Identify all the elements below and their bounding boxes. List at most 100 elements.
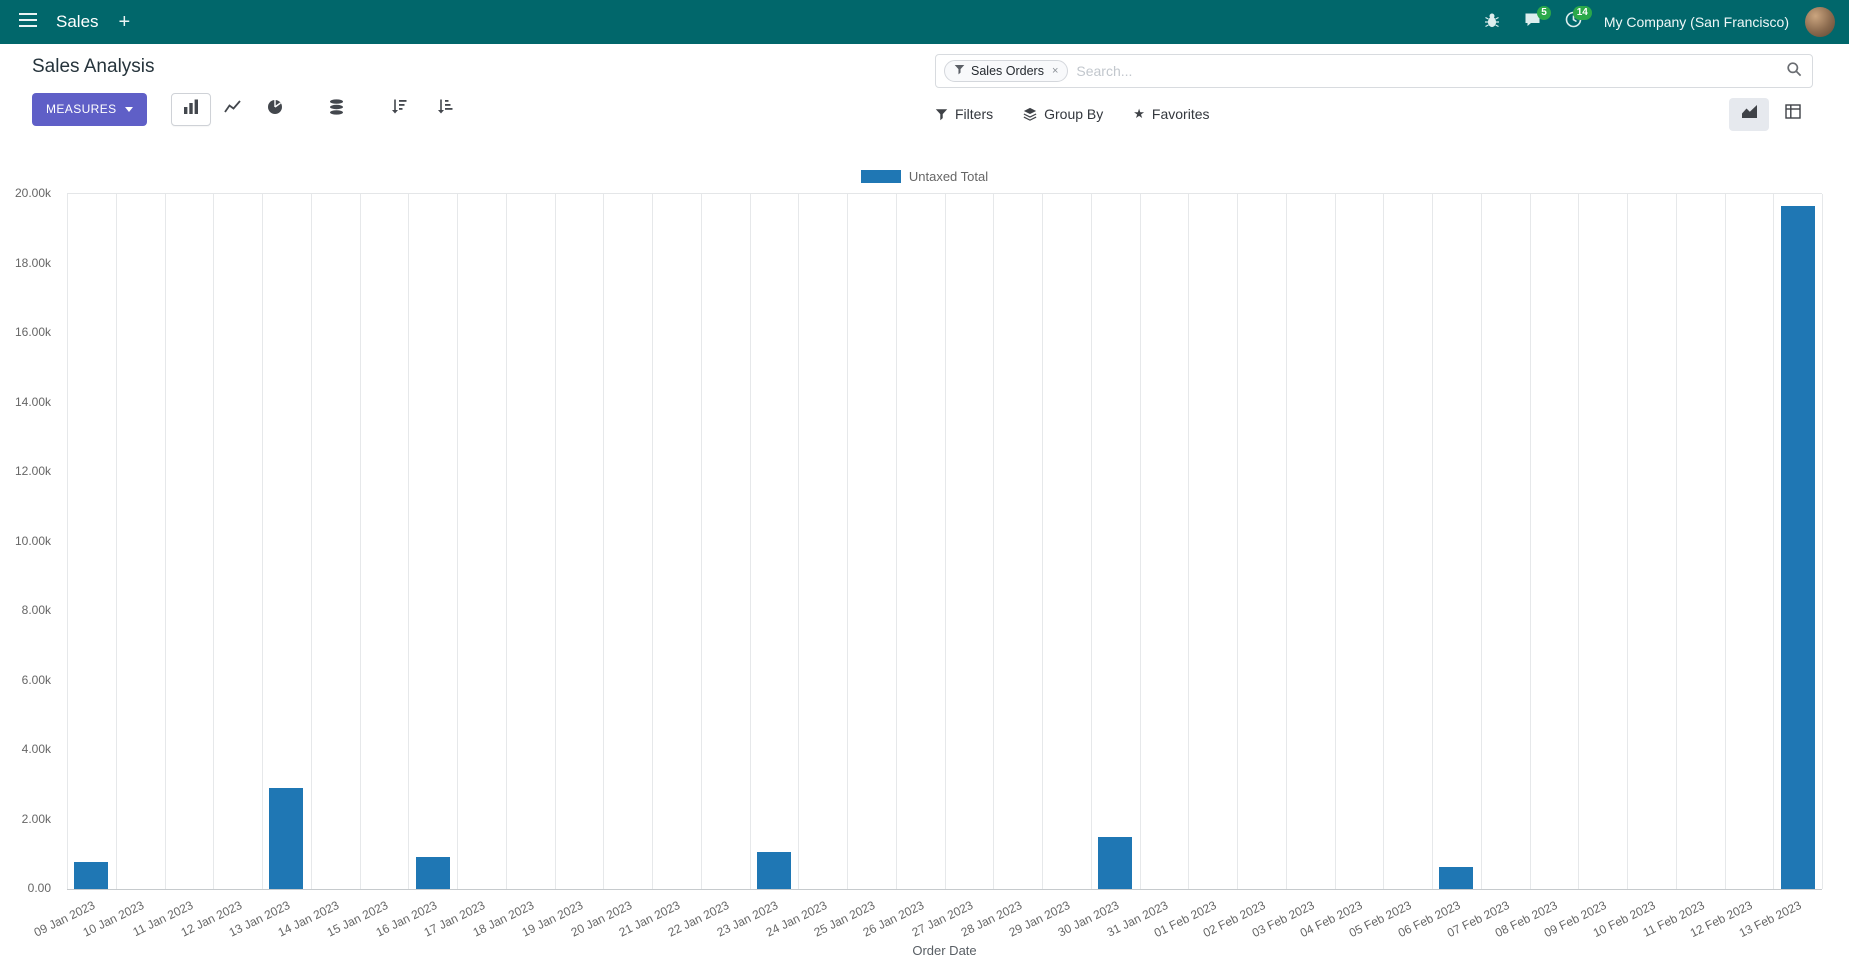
sort-desc-icon [391,99,407,119]
gridline [798,194,800,889]
top-navbar: Sales + 5 14 My Company (San Francisco) [0,0,1849,44]
sort-ascending-button[interactable] [425,93,465,126]
measures-button[interactable]: MEASURES [32,92,147,126]
facet-remove-button[interactable]: × [1051,65,1059,77]
gridline [359,194,361,889]
y-axis-tick: 10.00k [14,533,51,548]
gridline [310,194,312,889]
hamburger-icon [19,12,37,32]
company-switcher[interactable]: My Company (San Francisco) [1603,14,1789,30]
gridline [1432,194,1433,889]
gridline [164,194,166,889]
gridline [1334,194,1336,889]
search-bar[interactable]: Sales Orders × [935,54,1813,88]
gridline [603,194,605,889]
pivot-table-icon [1785,104,1801,124]
bug-icon [1484,12,1500,33]
messages-button[interactable]: 5 [1512,0,1553,44]
y-axis-tick: 2.00k [21,811,51,826]
area-chart-icon [1741,104,1758,124]
filters-menu-button[interactable]: Filters [935,106,993,122]
apps-menu-button[interactable] [8,0,48,44]
bar-30 Jan 2023[interactable] [1098,836,1133,889]
bar-23 Jan 2023[interactable] [756,851,791,889]
gridline [457,194,458,889]
graph-view-button[interactable] [1729,97,1769,131]
gridline [262,194,263,889]
legend-swatch [860,170,901,183]
chart-legend[interactable]: Untaxed Total [0,169,1849,184]
y-axis-tick: 4.00k [21,742,51,756]
y-axis-tick: 0.00 [27,881,51,895]
gridline [652,194,653,889]
y-axis-tick: 18.00k [14,255,51,270]
x-axis-title: Order Date [912,943,977,958]
gridline [1773,194,1775,889]
gridline [1529,194,1531,889]
bar-09 Jan 2023[interactable] [74,861,109,889]
gridline [1627,194,1628,889]
gridline [213,194,215,889]
gridline [505,194,507,889]
stacked-toggle-button[interactable] [317,93,357,126]
gridline [1188,194,1190,889]
search-facet[interactable]: Sales Orders × [944,60,1069,82]
pivot-view-button[interactable] [1773,98,1813,131]
favorites-menu-button[interactable]: ★ Favorites [1133,106,1209,122]
gridline [554,194,556,889]
activities-button[interactable]: 14 [1553,0,1594,44]
search-facet-label: Sales Orders [971,64,1044,78]
gridline [749,194,751,889]
comment-icon [1524,12,1541,33]
legend-label: Untaxed Total [908,169,989,184]
sort-descending-button[interactable] [379,93,419,126]
bar-13 Jan 2023[interactable] [269,788,304,889]
bar-06 Feb 2023[interactable] [1439,866,1474,889]
gridline [1285,194,1287,889]
pie-chart-icon [267,99,283,120]
gridline [1237,194,1238,889]
line-chart-icon [224,99,241,119]
gridline [700,194,702,889]
y-axis-tick: 12.00k [14,464,51,478]
gridline [895,194,897,889]
gridline [1090,194,1092,889]
gridline [1480,194,1482,889]
page-title: Sales Analysis [32,56,155,77]
y-axis-tick: 14.00k [14,394,51,409]
filter-icon [954,64,965,78]
search-icon[interactable] [1786,61,1802,82]
y-axis-tick: 16.00k [14,325,51,339]
group-by-menu-button[interactable]: Group By [1023,106,1103,122]
gridline [1383,194,1385,889]
bar-13 Feb 2023[interactable] [1780,206,1815,889]
y-axis-tick: 6.00k [21,672,51,687]
chevron-down-icon [124,106,133,112]
new-tab-button[interactable]: + [118,10,131,33]
measures-button-label: MEASURES [46,102,117,116]
bar-chart-icon [183,99,199,119]
layers-icon [1023,107,1037,121]
chart-type-group [170,92,295,126]
search-input[interactable] [1076,63,1778,79]
group-by-label: Group By [1044,106,1104,122]
activities-badge: 14 [1572,6,1592,20]
gridline [1139,194,1141,889]
gridline [944,194,946,889]
gridline [115,194,117,889]
bar-16 Jan 2023[interactable] [415,857,450,889]
user-avatar[interactable] [1805,7,1835,37]
gridline [1675,194,1677,889]
y-axis: 0.00 2.00k 4.00k 6.00k 8.00k 10.00k 12.00k 14.0… [0,186,59,895]
sort-asc-icon [437,99,453,119]
bar-chart-button[interactable] [170,92,211,126]
gridline [847,194,848,889]
debug-button[interactable] [1472,0,1512,44]
app-name[interactable]: Sales [56,12,99,31]
gridline [1822,194,1823,889]
x-axis: 09 Jan 2023 10 Jan 2023 11 Jan 2023 12 Jan … [32,896,1822,942]
pie-chart-button[interactable] [255,93,295,126]
control-panel: Sales Analysis MEASURES [0,44,1849,143]
line-chart-button[interactable] [213,93,253,126]
chart-area: Untaxed Total 0.00 2.00k 4.00k 6.00k 8.00k 10… [0,143,1849,958]
